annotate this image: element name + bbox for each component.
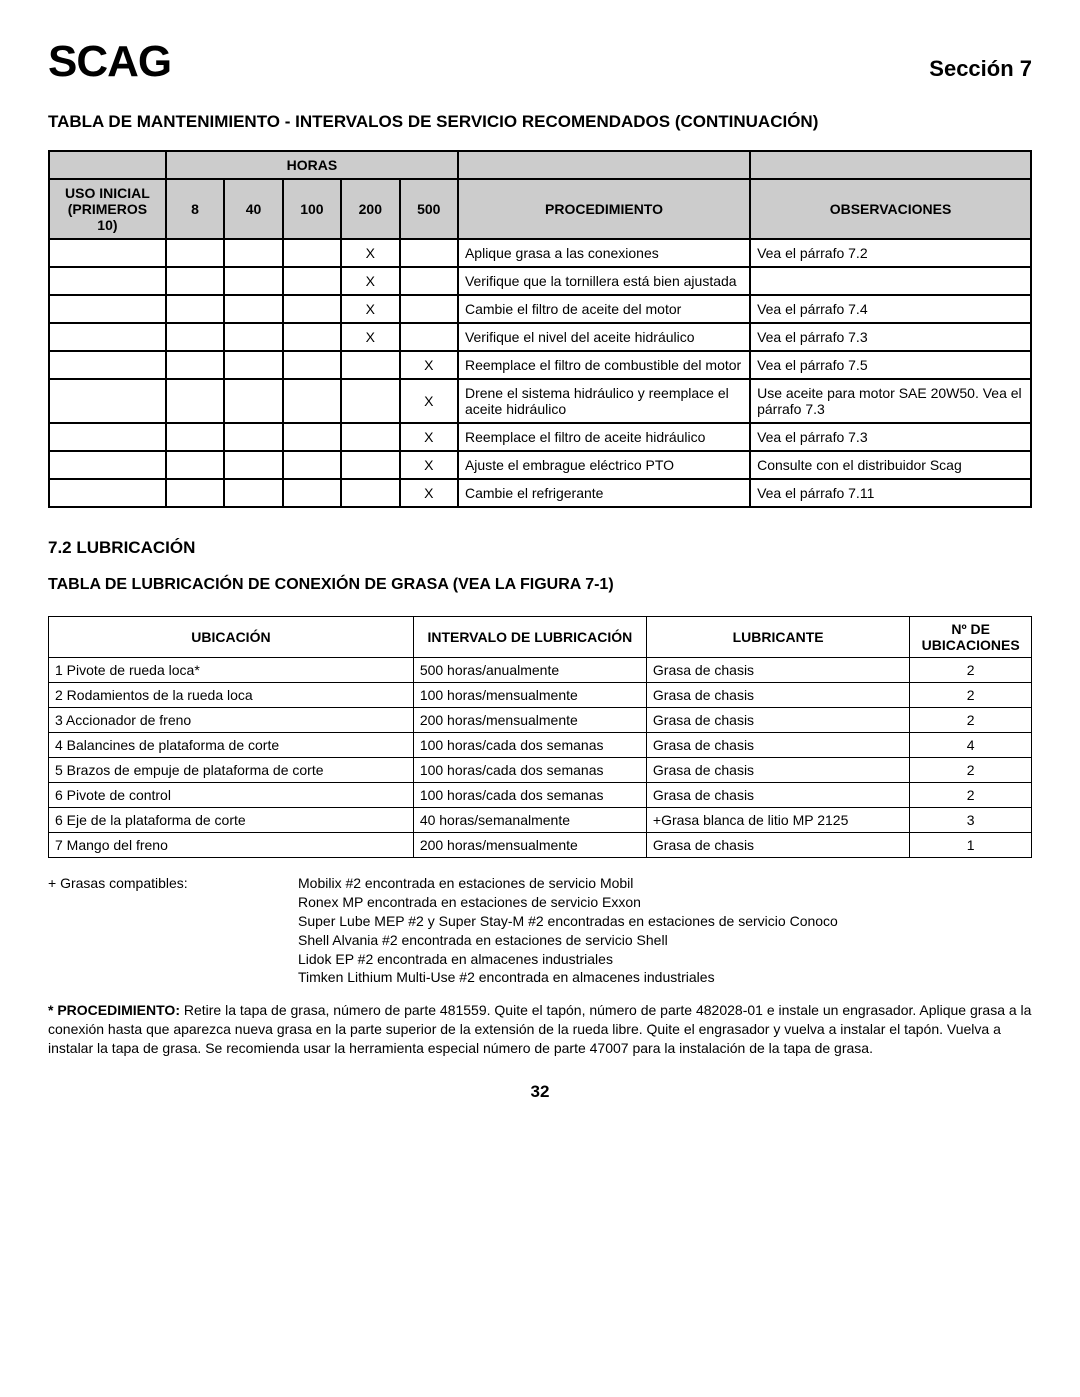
notes-line: Super Lube MEP #2 y Super Stay-M #2 enco…	[298, 912, 838, 931]
table-row: 4 Balancines de plataforma de corte100 h…	[49, 733, 1032, 758]
col-uso: USO INICIAL (PRIMEROS 10)	[49, 179, 166, 239]
col-ubicacion: UBICACIÓN	[49, 617, 414, 658]
notes-line: Timken Lithium Multi-Use #2 encontrada e…	[298, 968, 838, 987]
table-row: XCambie el refrigeranteVea el párrafo 7.…	[49, 479, 1031, 507]
col-200: 200	[341, 179, 399, 239]
notes-line: Shell Alvania #2 encontrada en estacione…	[298, 931, 838, 950]
table-row: XReemplace el filtro de aceite hidráulic…	[49, 423, 1031, 451]
table-row: XCambie el filtro de aceite del motorVea…	[49, 295, 1031, 323]
logo: SCAG	[48, 40, 171, 84]
table-row: XVerifique el nivel del aceite hidráulic…	[49, 323, 1031, 351]
col-obs: OBSERVACIONES	[750, 179, 1031, 239]
section-7-2-heading: 7.2 LUBRICACIÓN	[48, 538, 1032, 558]
procedure-note-label: * PROCEDIMIENTO:	[48, 1002, 180, 1018]
table-row: 5 Brazos de empuje de plataforma de cort…	[49, 758, 1032, 783]
lubrication-table: UBICACIÓN INTERVALO DE LUBRICACIÓN LUBRI…	[48, 616, 1032, 858]
maintenance-table: HORAS USO INICIAL (PRIMEROS 10) 8 40 100…	[48, 150, 1032, 508]
notes-line: Ronex MP encontrada en estaciones de ser…	[298, 893, 838, 912]
table-row: XAplique grasa a las conexionesVea el pá…	[49, 239, 1031, 267]
col-40: 40	[224, 179, 282, 239]
col-500: 500	[400, 179, 458, 239]
col-100: 100	[283, 179, 341, 239]
table-row: 1 Pivote de rueda loca*500 horas/anualme…	[49, 658, 1032, 683]
col-num: Nº DE UBICACIONES	[910, 617, 1032, 658]
section-label: Sección 7	[929, 56, 1032, 84]
table-row: 6 Pivote de control100 horas/cada dos se…	[49, 783, 1032, 808]
col-intervalo: INTERVALO DE LUBRICACIÓN	[413, 617, 646, 658]
notes-line: Lidok EP #2 encontrada en almacenes indu…	[298, 950, 838, 969]
procedure-note-text: Retire la tapa de grasa, número de parte…	[48, 1002, 1031, 1056]
procedure-note: * PROCEDIMIENTO: Retire la tapa de grasa…	[48, 1001, 1032, 1058]
table-row: XVerifique que la tornillera está bien a…	[49, 267, 1031, 295]
table-row: XDrene el sistema hidráulico y reemplace…	[49, 379, 1031, 423]
col-lubricante: LUBRICANTE	[646, 617, 909, 658]
notes-line: Mobilix #2 encontrada en estaciones de s…	[298, 874, 838, 893]
page-number: 32	[48, 1082, 1032, 1102]
col-proc: PROCEDIMIENTO	[458, 179, 750, 239]
maintenance-table-title: TABLA DE MANTENIMIENTO - INTERVALOS DE S…	[48, 112, 1032, 132]
table-row: 7 Mango del freno200 horas/mensualmenteG…	[49, 833, 1032, 858]
col-8: 8	[166, 179, 224, 239]
table-row: 6 Eje de la plataforma de corte40 horas/…	[49, 808, 1032, 833]
compatible-greases-note: + Grasas compatibles: Mobilix #2 encontr…	[48, 874, 1032, 987]
table-row: XReemplace el filtro de combustible del …	[49, 351, 1031, 379]
col-horas: HORAS	[166, 151, 458, 179]
table-row: 2 Rodamientos de la rueda loca100 horas/…	[49, 683, 1032, 708]
lubrication-table-title: TABLA DE LUBRICACIÓN DE CONEXIÓN DE GRAS…	[48, 576, 1032, 594]
notes-label: + Grasas compatibles:	[48, 874, 298, 987]
table-row: XAjuste el embrague eléctrico PTOConsult…	[49, 451, 1031, 479]
table-row: 3 Accionador de freno200 horas/mensualme…	[49, 708, 1032, 733]
